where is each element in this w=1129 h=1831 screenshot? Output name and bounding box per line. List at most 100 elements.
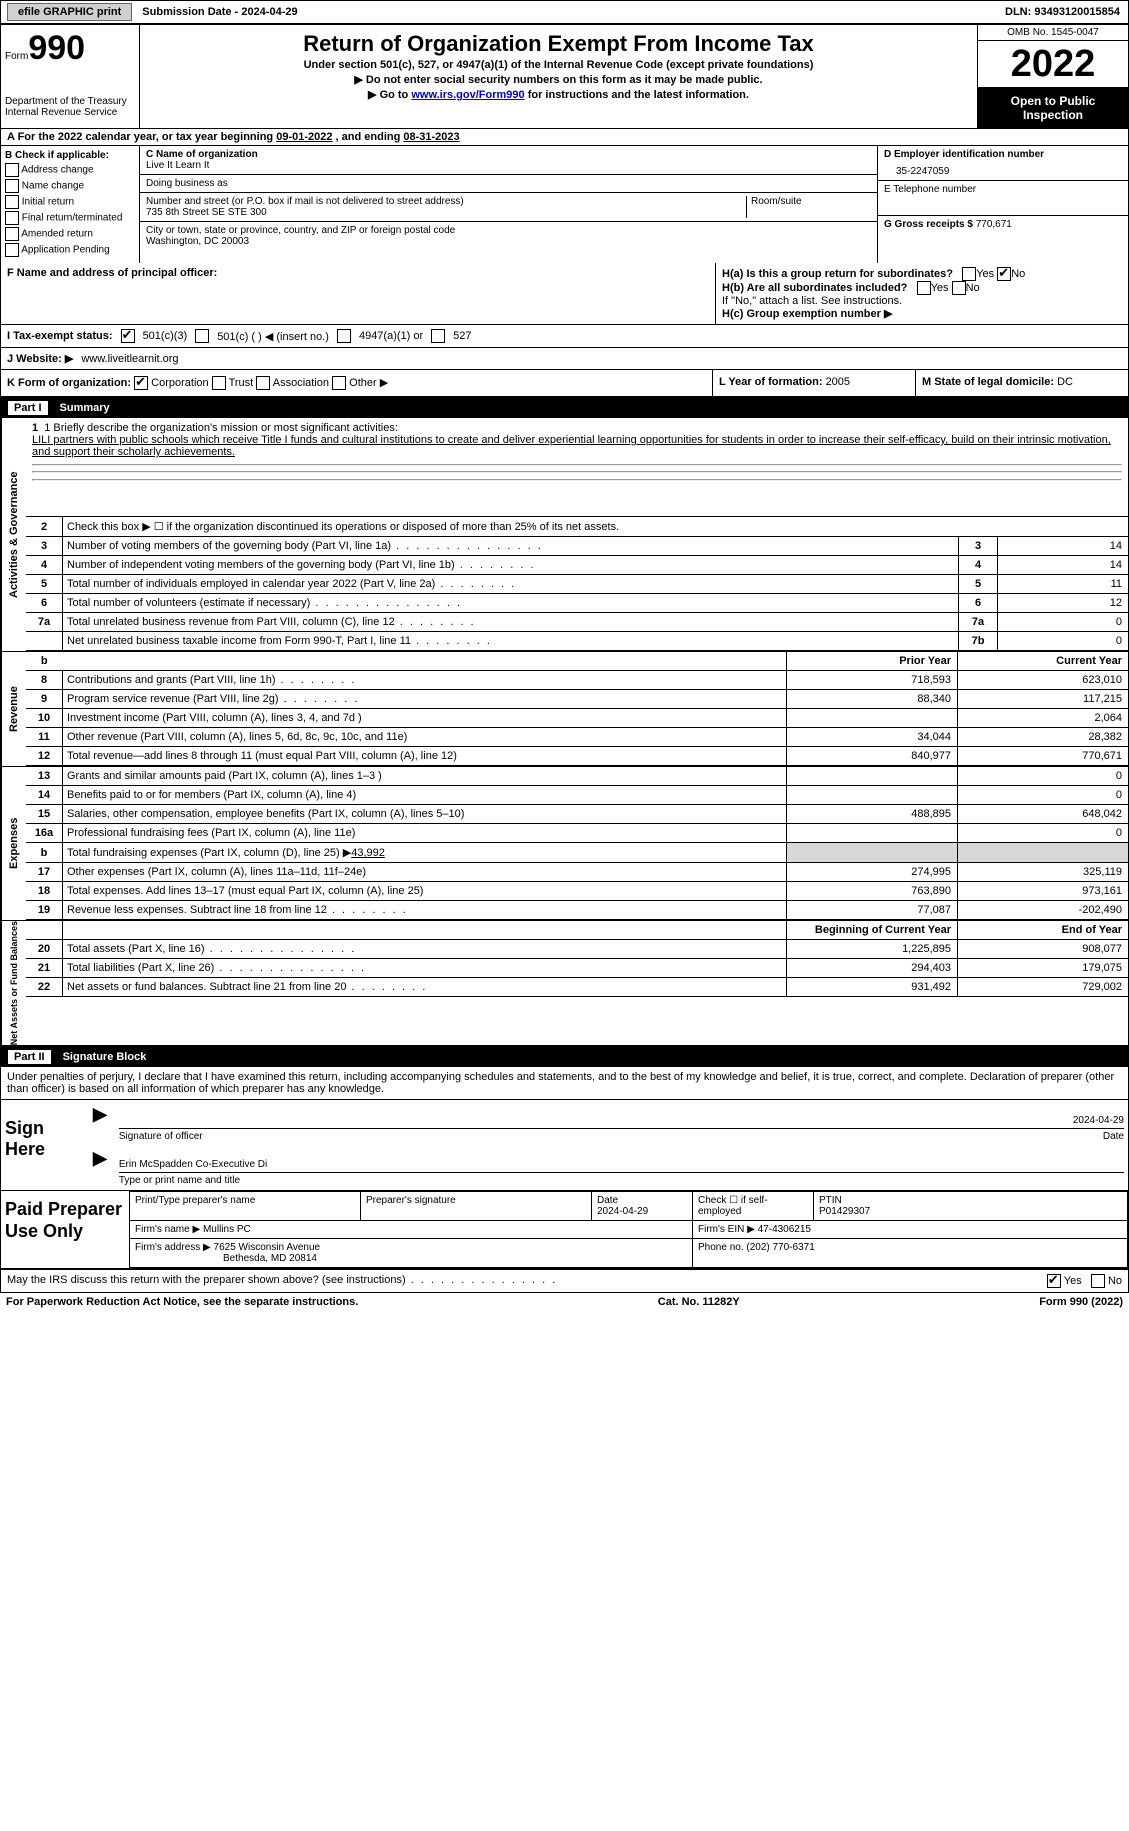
phone-cell: Phone no. (202) 770-6371	[693, 1239, 1128, 1268]
row-i-tax-status: I Tax-exempt status: 501(c)(3) 501(c) ( …	[0, 325, 1129, 348]
chk-assoc[interactable]	[256, 376, 270, 390]
ein-value: 35-2247059	[896, 166, 1122, 177]
sign-here-label: Sign Here	[1, 1100, 89, 1190]
l8-prior: 718,593	[787, 671, 958, 690]
date-label: Date	[1103, 1131, 1124, 1142]
form-number: 990	[28, 29, 85, 67]
part-ii-title: Signature Block	[63, 1051, 147, 1063]
discuss-yes[interactable]	[1047, 1274, 1061, 1288]
l11-curr: 28,382	[958, 728, 1129, 747]
irs-discuss-row: May the IRS discuss this return with the…	[0, 1270, 1129, 1293]
chk-amended-return[interactable]: Amended return	[5, 227, 135, 241]
ha-line: H(a) Is this a group return for subordin…	[722, 267, 1122, 281]
irs-link[interactable]: www.irs.gov/Form990	[411, 89, 524, 101]
net-assets-table: Beginning of Current YearEnd of Year 20T…	[26, 921, 1128, 997]
hb-no[interactable]	[952, 281, 966, 295]
val-4: 14	[998, 556, 1129, 575]
row-a-taxyear: A For the 2022 calendar year, or tax yea…	[0, 129, 1129, 146]
part-i-title: Summary	[60, 402, 110, 414]
l12-curr: 770,671	[958, 747, 1129, 766]
paid-table: Print/Type preparer's name Preparer's si…	[129, 1191, 1128, 1268]
chk-527[interactable]	[431, 329, 445, 343]
col-c-org: C Name of organization Live It Learn It …	[140, 146, 878, 263]
line-7a: Total unrelated business revenue from Pa…	[63, 613, 959, 632]
chk-final-return[interactable]: Final return/terminated	[5, 211, 135, 225]
hdr-boy: Beginning of Current Year	[787, 921, 958, 940]
submission-date: Submission Date - 2024-04-29	[142, 6, 297, 18]
i-label: I Tax-exempt status:	[7, 330, 113, 342]
col-d: D Employer identification number 35-2247…	[878, 146, 1128, 263]
k-form-org: K Form of organization: Corporation Trus…	[1, 370, 712, 396]
line-15: Salaries, other compensation, employee b…	[63, 805, 787, 824]
prep-date: 2024-04-29	[597, 1206, 648, 1217]
line-7b: Net unrelated business taxable income fr…	[63, 632, 959, 651]
l10-curr: 2,064	[958, 709, 1129, 728]
hdr-current: Current Year	[958, 652, 1129, 671]
prep-name-hdr: Print/Type preparer's name	[130, 1192, 361, 1221]
chk-application-pending[interactable]: Application Pending	[5, 243, 135, 257]
line-4: Number of independent voting members of …	[63, 556, 959, 575]
line-5: Total number of individuals employed in …	[63, 575, 959, 594]
firm-addr-cell: Firm's address ▶ 7625 Wisconsin AvenueBe…	[130, 1239, 693, 1268]
officer-name: Erin McSpadden Co-Executive Di	[119, 1159, 267, 1170]
line-18: Total expenses. Add lines 13–17 (must eq…	[63, 882, 787, 901]
side-expenses: Expenses	[1, 767, 26, 920]
l16a-curr: 0	[958, 824, 1129, 843]
tax-year-begin: 09-01-2022	[276, 131, 332, 143]
l19-curr: -202,490	[958, 901, 1129, 920]
principal-officer: F Name and address of principal officer:	[1, 263, 716, 324]
l9-prior: 88,340	[787, 690, 958, 709]
ha-no[interactable]	[997, 267, 1011, 281]
tel-label: E Telephone number	[884, 184, 1122, 195]
room-label: Room/suite	[747, 196, 871, 218]
chk-other[interactable]	[332, 376, 346, 390]
chk-corp[interactable]	[134, 376, 148, 390]
discuss-no[interactable]	[1091, 1274, 1105, 1288]
chk-name-change[interactable]: Name change	[5, 179, 135, 193]
treasury-dept: Department of the Treasury Internal Reve…	[5, 96, 135, 118]
l18-prior: 763,890	[787, 882, 958, 901]
revenue-section: Revenue bPrior YearCurrent Year 8Contrib…	[0, 652, 1129, 767]
chk-trust[interactable]	[212, 376, 226, 390]
l20-eoy: 908,077	[958, 940, 1129, 959]
opt-other: Other ▶	[349, 377, 388, 389]
ssn-warning: ▶ Do not enter social security numbers o…	[146, 73, 971, 86]
l16a-prior	[787, 824, 958, 843]
goto-post: for instructions and the latest informat…	[525, 89, 749, 101]
line-8: Contributions and grants (Part VIII, lin…	[63, 671, 787, 690]
l-label: L Year of formation:	[719, 376, 826, 388]
row-a-mid: , and ending	[332, 131, 403, 143]
l20-boy: 1,225,895	[787, 940, 958, 959]
hc-label: H(c) Group exemption number ▶	[722, 308, 892, 320]
mission-text: LILI partners with public schools which …	[32, 434, 1122, 458]
chk-501c3[interactable]	[121, 329, 135, 343]
l21-boy: 294,403	[787, 959, 958, 978]
line-9: Program service revenue (Part VIII, line…	[63, 690, 787, 709]
chk-501c[interactable]	[195, 329, 209, 343]
hb-yes[interactable]	[917, 281, 931, 295]
pra-notice: For Paperwork Reduction Act Notice, see …	[6, 1296, 358, 1308]
ha-yes[interactable]	[962, 267, 976, 281]
header-right: OMB No. 1545-0047 2022 Open to Public In…	[978, 25, 1128, 128]
l18-curr: 973,161	[958, 882, 1129, 901]
efile-print-button[interactable]: efile GRAPHIC print	[7, 3, 132, 21]
chk-initial-return[interactable]: Initial return	[5, 195, 135, 209]
val-5: 11	[998, 575, 1129, 594]
chk-address-change[interactable]: Address change	[5, 163, 135, 177]
m-label: M State of legal domicile:	[922, 376, 1057, 388]
col-b-checkboxes: B Check if applicable: Address change Na…	[1, 146, 140, 263]
opt-corp: Corporation	[151, 377, 208, 389]
l15-prior: 488,895	[787, 805, 958, 824]
discuss-answer: Yes No	[1047, 1274, 1122, 1288]
arrow-icon-2: ▶	[93, 1148, 107, 1186]
expenses-table: 13Grants and similar amounts paid (Part …	[26, 767, 1128, 920]
l12-prior: 840,977	[787, 747, 958, 766]
chk-4947[interactable]	[337, 329, 351, 343]
hdr-eoy: End of Year	[958, 921, 1129, 940]
dln-value: 93493120015854	[1034, 6, 1120, 18]
row-f-h: F Name and address of principal officer:…	[0, 263, 1129, 325]
line-19: Revenue less expenses. Subtract line 18 …	[63, 901, 787, 920]
firm-ein: 47-4306215	[758, 1224, 811, 1235]
addr-label: Number and street (or P.O. box if mail i…	[146, 196, 742, 207]
l14-prior	[787, 786, 958, 805]
